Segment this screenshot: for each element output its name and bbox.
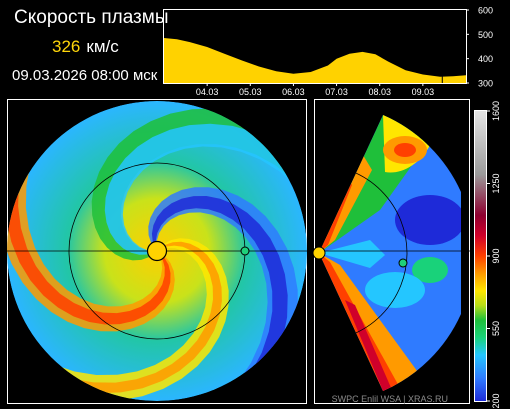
earth-marker bbox=[240, 246, 250, 256]
y-tick-label: 300 bbox=[478, 79, 493, 89]
colorbar-tick-label: 200 bbox=[491, 393, 501, 408]
x-tick-label: 06.03 bbox=[282, 87, 305, 97]
spiral-arm bbox=[10, 238, 229, 401]
meridional-orbit-ring bbox=[319, 164, 408, 342]
credits: SWPC Enlil WSA | XRAS.RU bbox=[331, 394, 448, 404]
spiral-arm bbox=[104, 123, 307, 255]
timeseries-frame bbox=[163, 9, 467, 84]
speed-value: 326 bbox=[52, 37, 81, 56]
speed-unit: км/с bbox=[86, 37, 119, 56]
y-tick-label: 600 bbox=[478, 6, 493, 16]
y-tick-label: 400 bbox=[478, 54, 493, 64]
colorbar-tick-label: 900 bbox=[491, 248, 501, 263]
colorbar bbox=[474, 110, 487, 402]
spiral-arm bbox=[151, 196, 288, 401]
current-speed: 326 км/с bbox=[52, 37, 119, 57]
timestamp: 09.03.2026 08:00 мск bbox=[12, 67, 158, 84]
x-tick-label: 09.03 bbox=[412, 87, 435, 97]
x-tick-label: 04.03 bbox=[196, 87, 219, 97]
colorbar-tick-label: 1600 bbox=[491, 101, 501, 121]
colorbar-tick-label: 550 bbox=[491, 321, 501, 336]
y-tick-label: 500 bbox=[478, 30, 493, 40]
meridional-earth-marker bbox=[398, 258, 408, 268]
chart-title: Скорость плазмы bbox=[14, 7, 169, 28]
x-tick-label: 08.03 bbox=[368, 87, 391, 97]
speed-area bbox=[164, 38, 466, 83]
colorbar-tick-label: 1250 bbox=[491, 173, 501, 193]
x-tick-label: 07.03 bbox=[325, 87, 348, 97]
x-tick-label: 05.03 bbox=[239, 87, 262, 97]
sun-marker bbox=[146, 240, 168, 262]
meridional-sun-marker bbox=[312, 246, 326, 260]
